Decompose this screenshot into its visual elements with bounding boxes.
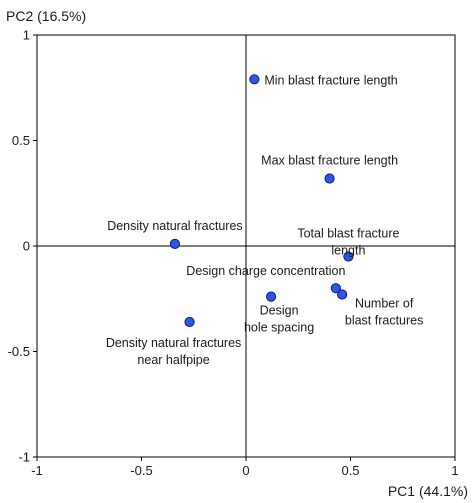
x-tick-label: 1 xyxy=(451,463,458,478)
point-label: Density natural fractures near halfpipe xyxy=(106,336,241,367)
point-label: Design hole spacing xyxy=(244,304,314,335)
point-label-line: Max blast fracture length xyxy=(261,153,398,167)
y-tick-label: -0.5 xyxy=(8,344,30,359)
data-point xyxy=(324,173,335,184)
x-axis-ticks: -1 -0.5 0 0.5 1 xyxy=(31,457,459,478)
point-label: Min blast fracture length xyxy=(264,73,397,87)
point-label-line: Design charge concentration xyxy=(186,264,345,278)
point-label: Total blast fracture length xyxy=(297,227,399,258)
data-point xyxy=(343,251,354,262)
x-tick-label: 0 xyxy=(242,463,249,478)
point-labels: Min blast fracture length Max blast fract… xyxy=(106,73,424,367)
point-label-line: length xyxy=(331,244,365,258)
point-label-line: Density natural fractures xyxy=(106,336,241,350)
point-label-line: blast fractures xyxy=(345,314,424,328)
point-label-line: Min blast fracture length xyxy=(264,73,397,87)
point-label: Number of blast fractures xyxy=(345,297,424,328)
point-label-line: Design xyxy=(260,304,299,318)
y-tick-label: 1 xyxy=(23,28,30,43)
point-label: Design charge concentration xyxy=(186,264,345,278)
data-point xyxy=(330,283,341,294)
point-label-line: Total blast fracture xyxy=(297,227,399,241)
y-tick-label: -1 xyxy=(18,450,30,465)
x-tick-label: -1 xyxy=(31,463,43,478)
point-label-line: hole spacing xyxy=(244,321,314,335)
y-tick-label: 0.5 xyxy=(12,133,30,148)
data-point xyxy=(265,291,277,302)
data-point xyxy=(184,316,195,328)
y-tick-label: 0 xyxy=(23,239,30,254)
point-label: Max blast fracture length xyxy=(261,153,398,167)
data-point xyxy=(337,289,348,300)
data-points xyxy=(169,74,354,328)
point-label-line: Density natural fractures xyxy=(107,219,242,233)
x-tick-label: -0.5 xyxy=(130,463,152,478)
point-label-line: near halfpipe xyxy=(137,353,209,367)
data-point xyxy=(169,238,181,249)
point-label-line: Number of xyxy=(355,297,414,311)
data-point xyxy=(249,74,260,85)
point-label: Density natural fractures xyxy=(107,219,242,233)
x-tick-label: 0.5 xyxy=(341,463,359,478)
y-axis-ticks: -1 -0.5 0 0.5 1 xyxy=(8,28,37,465)
x-axis-title: PC1 (44.1%) xyxy=(388,483,468,499)
y-axis-title: PC2 (16.5%) xyxy=(6,8,86,24)
